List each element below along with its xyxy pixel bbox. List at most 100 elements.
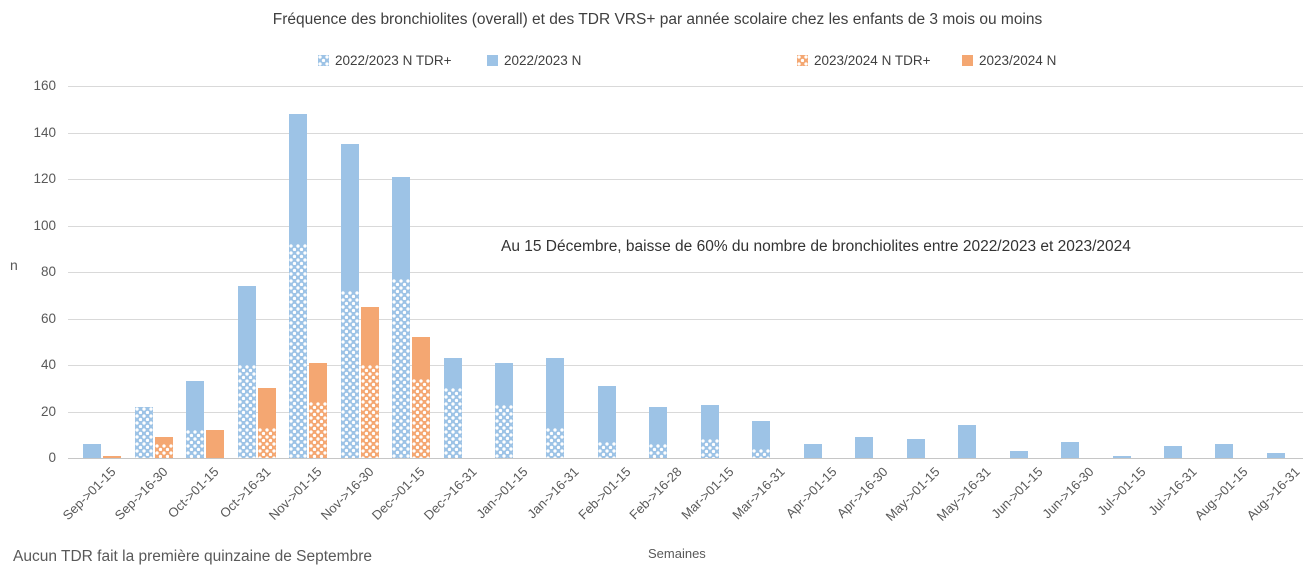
bar-segment-tdr: [443, 388, 462, 458]
y-tick-label-60: 60: [40, 310, 56, 326]
y-axis-title: n: [10, 257, 18, 273]
bar-segment-tdr: [412, 378, 431, 458]
x-tick-label: Sep->01-15: [59, 464, 119, 523]
x-tick-label: Jul->16-31: [1145, 464, 1200, 519]
bar-segment-n: [958, 425, 977, 458]
bar-segment-tdr: [237, 365, 256, 458]
legend-swatch-2023-2024-n-tdr: [797, 55, 808, 66]
bar-segment-tdr: [154, 444, 173, 458]
bar-segment-tdr: [289, 244, 308, 458]
gridline-160: [68, 86, 1303, 87]
bar-segment-tdr: [392, 278, 411, 458]
annotation-text: Au 15 Décembre, baisse de 60% du nombre …: [501, 238, 1131, 255]
x-tick-label: Mar->01-15: [678, 464, 737, 523]
legend-swatch-2023-2024-n: [962, 55, 973, 66]
legend-swatch-2022-2023-n: [487, 55, 498, 66]
legend-item-2023-2024-n-tdr: 2023/2024 N TDR+: [797, 53, 930, 68]
x-tick-label: Sep->16-30: [111, 464, 171, 523]
x-tick-label: Feb->16-28: [626, 464, 685, 523]
gridline-60: [68, 318, 1303, 320]
bar-segment-n: [597, 385, 616, 442]
legend-item-2022-2023-n: 2022/2023 N: [487, 53, 581, 68]
x-tick-label: Aug->01-15: [1192, 464, 1252, 523]
x-tick-label: Aug->16-31: [1243, 464, 1303, 523]
bar-segment-n: [443, 358, 462, 389]
y-tick-label-80: 80: [40, 264, 56, 279]
bar-segment-tdr: [340, 290, 359, 458]
gridline-100: [68, 225, 1303, 227]
x-tick-label: Feb->01-15: [575, 464, 634, 523]
bar-segment-tdr: [309, 402, 328, 458]
bar-segment-tdr: [597, 441, 616, 458]
bar-segment-n: [855, 437, 874, 458]
bar-segment-n: [494, 362, 513, 405]
legend-item-2022-2023-n-tdr: 2022/2023 N TDR+: [318, 53, 451, 68]
x-tick-label: Mar->16-31: [729, 464, 788, 523]
bar-segment-n: [803, 444, 822, 458]
bar-segment-n: [309, 362, 328, 403]
bar-segment-n: [103, 455, 122, 458]
legend: 2022/2023 N TDR+ 2022/2023 N 2023/2024 N…: [0, 53, 1315, 71]
x-tick-label: Jan->01-15: [473, 464, 531, 522]
legend-label-2022-2023-n: 2022/2023 N: [504, 53, 582, 68]
y-tick-label-160: 160: [33, 78, 56, 93]
y-tick-label-40: 40: [40, 357, 56, 372]
legend-label-2023-2024-n: 2023/2024 N: [979, 53, 1057, 68]
bar-segment-n: [360, 306, 379, 365]
bar-segment-n: [700, 404, 719, 440]
bar-segment-n: [206, 430, 225, 458]
bar-segment-tdr: [257, 427, 276, 458]
bar-segment-n: [1163, 446, 1182, 458]
x-tick-label: May->01-15: [882, 464, 943, 524]
bar-segment-n: [752, 420, 771, 449]
legend-swatch-2022-2023-n-tdr: [318, 55, 329, 66]
gridline-20: [68, 411, 1303, 413]
x-tick-label: Jul->01-15: [1093, 464, 1149, 519]
bar-segment-tdr: [360, 365, 379, 458]
x-tick-label: Apr->01-15: [782, 464, 840, 521]
bar-segment-n: [412, 337, 431, 379]
bar-segment-n: [392, 176, 411, 279]
bar-segment-n: [1266, 453, 1285, 458]
bar-segment-n: [1112, 455, 1131, 458]
bar-segment-n: [186, 381, 205, 431]
x-tick-label: May->16-31: [933, 464, 994, 524]
bar-segment-n: [1215, 444, 1234, 458]
y-tick-label-140: 140: [33, 124, 56, 140]
bar-segment-n: [83, 444, 102, 458]
legend-label-2023-2024-n-tdr: 2023/2024 N TDR+: [814, 53, 931, 68]
bar-segment-tdr: [186, 430, 205, 458]
bar-segment-tdr: [494, 404, 513, 458]
gridline-80: [68, 272, 1303, 273]
y-tick-label-120: 120: [33, 171, 56, 186]
x-tick-label: Nov->01-15: [265, 464, 325, 523]
bar-segment-n: [906, 439, 925, 458]
bar-segment-tdr: [134, 406, 153, 458]
footnote-text: Aucun TDR fait la première quinzaine de …: [13, 548, 372, 565]
x-tick-label: Jun->01-15: [987, 464, 1046, 522]
bar-segment-n: [340, 144, 359, 291]
chart-title: Fréquence des bronchiolites (overall) et…: [272, 11, 1043, 28]
x-tick-label: Dec->16-31: [420, 464, 480, 523]
bar-segment-n: [289, 113, 308, 245]
gridline-0: [68, 458, 1303, 459]
bar-segment-n: [649, 406, 668, 445]
x-tick-label: Jan->16-31: [524, 464, 583, 522]
x-tick-label: Oct->01-15: [164, 464, 222, 521]
y-tick-label-20: 20: [40, 403, 56, 419]
x-tick-label: Nov->16-30: [317, 464, 377, 523]
bar-segment-n: [1009, 451, 1028, 458]
bar-segment-n: [1061, 441, 1080, 458]
gridline-120: [68, 179, 1303, 180]
bar-segment-tdr: [649, 444, 668, 458]
y-tick-label-0: 0: [48, 450, 56, 465]
bar-segment-n: [257, 388, 276, 428]
bar-segment-tdr: [546, 427, 565, 458]
legend-label-2022-2023-n-tdr: 2022/2023 N TDR+: [335, 53, 452, 68]
bar-segment-n: [237, 285, 256, 365]
y-tick-label-100: 100: [33, 217, 56, 233]
gridline-140: [68, 132, 1303, 134]
gridline-40: [68, 365, 1303, 366]
x-tick-label: Dec->01-15: [368, 464, 428, 523]
